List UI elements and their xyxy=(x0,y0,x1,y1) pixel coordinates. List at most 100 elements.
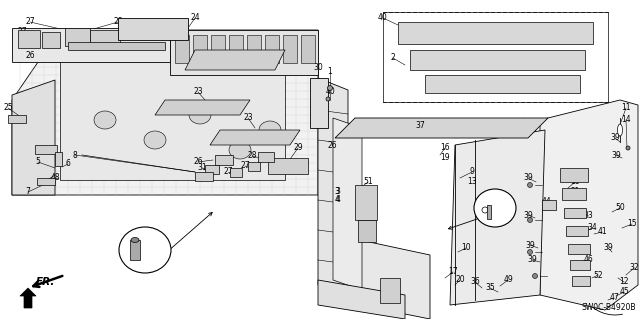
Bar xyxy=(487,205,491,219)
Ellipse shape xyxy=(94,111,116,129)
Ellipse shape xyxy=(527,182,532,188)
Bar xyxy=(310,78,328,128)
Bar xyxy=(18,30,40,48)
Bar xyxy=(205,165,219,174)
Bar xyxy=(215,155,233,165)
Text: 38: 38 xyxy=(423,54,433,63)
Text: 40: 40 xyxy=(378,13,388,23)
Polygon shape xyxy=(398,22,593,44)
Text: 4: 4 xyxy=(335,196,340,204)
Text: 37: 37 xyxy=(415,121,425,130)
Text: 30: 30 xyxy=(313,63,323,72)
Text: 50: 50 xyxy=(615,204,625,212)
Ellipse shape xyxy=(328,85,333,91)
Text: 39: 39 xyxy=(523,174,533,182)
Text: 17: 17 xyxy=(448,268,458,277)
Bar xyxy=(562,188,586,200)
Text: 29: 29 xyxy=(293,144,303,152)
Bar xyxy=(193,35,207,63)
Bar xyxy=(258,152,274,162)
Text: 18: 18 xyxy=(570,177,580,187)
Text: 1: 1 xyxy=(328,68,332,77)
Text: 52: 52 xyxy=(593,271,603,279)
Ellipse shape xyxy=(144,131,166,149)
Bar xyxy=(247,35,261,63)
Text: 39: 39 xyxy=(610,133,620,143)
Text: 42: 42 xyxy=(157,248,167,256)
Text: 15: 15 xyxy=(627,219,637,228)
Text: 26: 26 xyxy=(327,140,337,150)
Bar xyxy=(175,35,189,63)
Polygon shape xyxy=(210,130,300,145)
Bar xyxy=(268,158,308,174)
Text: 19: 19 xyxy=(440,153,450,162)
Bar xyxy=(355,185,377,220)
Bar xyxy=(566,226,588,236)
Text: 39: 39 xyxy=(603,243,613,253)
Text: 39: 39 xyxy=(527,256,537,264)
Polygon shape xyxy=(450,130,545,305)
Text: 40: 40 xyxy=(325,87,335,97)
Bar xyxy=(118,18,188,40)
Text: 10: 10 xyxy=(461,243,471,253)
Text: 46: 46 xyxy=(583,256,593,264)
Polygon shape xyxy=(333,118,362,290)
Polygon shape xyxy=(20,288,36,308)
Bar xyxy=(65,28,90,46)
Text: 11: 11 xyxy=(621,103,631,113)
Bar xyxy=(229,35,243,63)
Text: 49: 49 xyxy=(503,276,513,285)
Text: 39: 39 xyxy=(523,211,533,219)
Text: 27: 27 xyxy=(25,18,35,26)
Bar xyxy=(542,200,556,210)
Text: 51: 51 xyxy=(363,177,373,187)
Bar xyxy=(564,208,586,218)
Text: 39: 39 xyxy=(525,241,535,249)
Polygon shape xyxy=(68,42,165,50)
Text: 6: 6 xyxy=(65,160,70,168)
Bar xyxy=(265,35,279,63)
Text: 35: 35 xyxy=(485,284,495,293)
Text: 2: 2 xyxy=(390,54,396,63)
Ellipse shape xyxy=(532,273,538,278)
Polygon shape xyxy=(425,75,580,93)
Polygon shape xyxy=(318,280,405,319)
Ellipse shape xyxy=(626,146,630,150)
Polygon shape xyxy=(170,30,318,75)
Text: 39: 39 xyxy=(611,151,621,160)
Text: 5: 5 xyxy=(36,158,40,167)
Text: 27: 27 xyxy=(17,27,27,36)
Bar xyxy=(37,178,55,185)
Ellipse shape xyxy=(482,207,488,213)
Text: 32: 32 xyxy=(629,263,639,272)
Bar xyxy=(35,145,57,154)
Text: 51: 51 xyxy=(387,284,397,293)
Text: 9: 9 xyxy=(470,167,474,176)
Text: FR.: FR. xyxy=(35,277,54,287)
Text: 14: 14 xyxy=(621,115,631,124)
Bar xyxy=(568,244,590,254)
Bar xyxy=(572,276,590,286)
Text: 24: 24 xyxy=(190,13,200,23)
Bar xyxy=(8,115,26,123)
Bar xyxy=(195,172,213,181)
Ellipse shape xyxy=(259,121,281,139)
Bar xyxy=(248,162,260,171)
Text: 16: 16 xyxy=(440,144,450,152)
Polygon shape xyxy=(335,118,548,138)
Text: 28: 28 xyxy=(247,152,257,160)
Bar xyxy=(380,278,400,303)
Text: 3: 3 xyxy=(335,188,340,197)
Text: SW0C-B4920B: SW0C-B4920B xyxy=(582,303,637,313)
Text: 7: 7 xyxy=(26,188,31,197)
Text: 21: 21 xyxy=(570,188,580,197)
Text: 26: 26 xyxy=(193,158,203,167)
Bar xyxy=(383,12,608,102)
Ellipse shape xyxy=(527,218,532,222)
Ellipse shape xyxy=(131,238,139,242)
Text: 31: 31 xyxy=(197,164,207,173)
Ellipse shape xyxy=(474,189,516,227)
Polygon shape xyxy=(540,100,638,310)
Ellipse shape xyxy=(229,141,251,159)
Text: 27: 27 xyxy=(223,167,233,176)
